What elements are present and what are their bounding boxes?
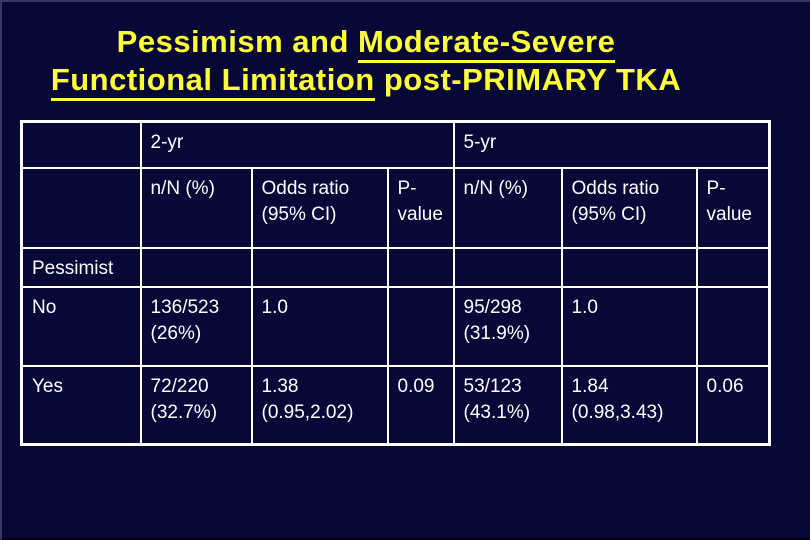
data-row-no: No 136/523 (26%) 1.0 95/298 (31.9%) 1.0: [20, 285, 771, 367]
column-header-row: n/N (%) Odds ratio (95% CI) P- value n/N…: [20, 166, 771, 249]
table-cell: [139, 246, 253, 288]
section-label-pessimist: Pessimist: [20, 246, 142, 288]
group-header-5yr: 5-yr: [452, 120, 771, 169]
title-line2-plain: post-PRIMARY TKA: [374, 62, 682, 97]
cell-no-p-5yr: [695, 285, 771, 367]
table-cell: [250, 246, 389, 288]
table-cell: [452, 246, 563, 288]
cell-yes-nn-5yr: 53/123 (43.1%): [452, 364, 563, 446]
title-line1-plain: Pessimism and: [116, 24, 358, 59]
cell-no-or-2yr: 1.0: [250, 285, 389, 367]
cell-yes-p-5yr: 0.06: [695, 364, 771, 446]
row-label-no: No: [20, 285, 142, 367]
col-header-pvalue-2yr: P- value: [386, 166, 455, 249]
cell-no-p-2yr: [386, 285, 455, 367]
col-header-odds-ratio-2yr: Odds ratio (95% CI): [250, 166, 389, 249]
cell-yes-nn-2yr: 72/220 (32.7%): [139, 364, 253, 446]
corner-cell: [20, 120, 142, 169]
col-header-nn-2yr: n/N (%): [139, 166, 253, 249]
data-row-yes: Yes 72/220 (32.7%) 1.38 (0.95,2.02) 0.09…: [20, 364, 771, 446]
table-cell: [386, 246, 455, 288]
corner-cell-2: [20, 166, 142, 249]
cell-no-or-5yr: 1.0: [560, 285, 698, 367]
cell-yes-p-2yr: 0.09: [386, 364, 455, 446]
cell-no-nn-2yr: 136/523 (26%): [139, 285, 253, 367]
group-header-row: 2-yr 5-yr: [20, 120, 771, 169]
row-label-yes: Yes: [20, 364, 142, 446]
cell-no-nn-5yr: 95/298 (31.9%): [452, 285, 563, 367]
table-cell: [560, 246, 698, 288]
results-table: 2-yr 5-yr n/N (%) Odds ratio (95% CI) P-…: [20, 120, 772, 446]
group-header-2yr: 2-yr: [139, 120, 455, 169]
slide-title: Pessimism and Moderate-Severe Functional…: [0, 23, 732, 101]
col-header-nn-5yr: n/N (%): [452, 166, 563, 249]
section-row-pessimist: Pessimist: [20, 246, 771, 288]
table-cell: [695, 246, 771, 288]
col-header-odds-ratio-5yr: Odds ratio (95% CI): [560, 166, 698, 249]
title-line2-underlined: Functional Limitation: [50, 62, 375, 101]
cell-yes-or-5yr: 1.84 (0.98,3.43): [560, 364, 698, 446]
title-line1-underlined: Moderate-Severe: [358, 24, 616, 63]
col-header-pvalue-5yr: P- value: [695, 166, 771, 249]
cell-yes-or-2yr: 1.38 (0.95,2.02): [250, 364, 389, 446]
